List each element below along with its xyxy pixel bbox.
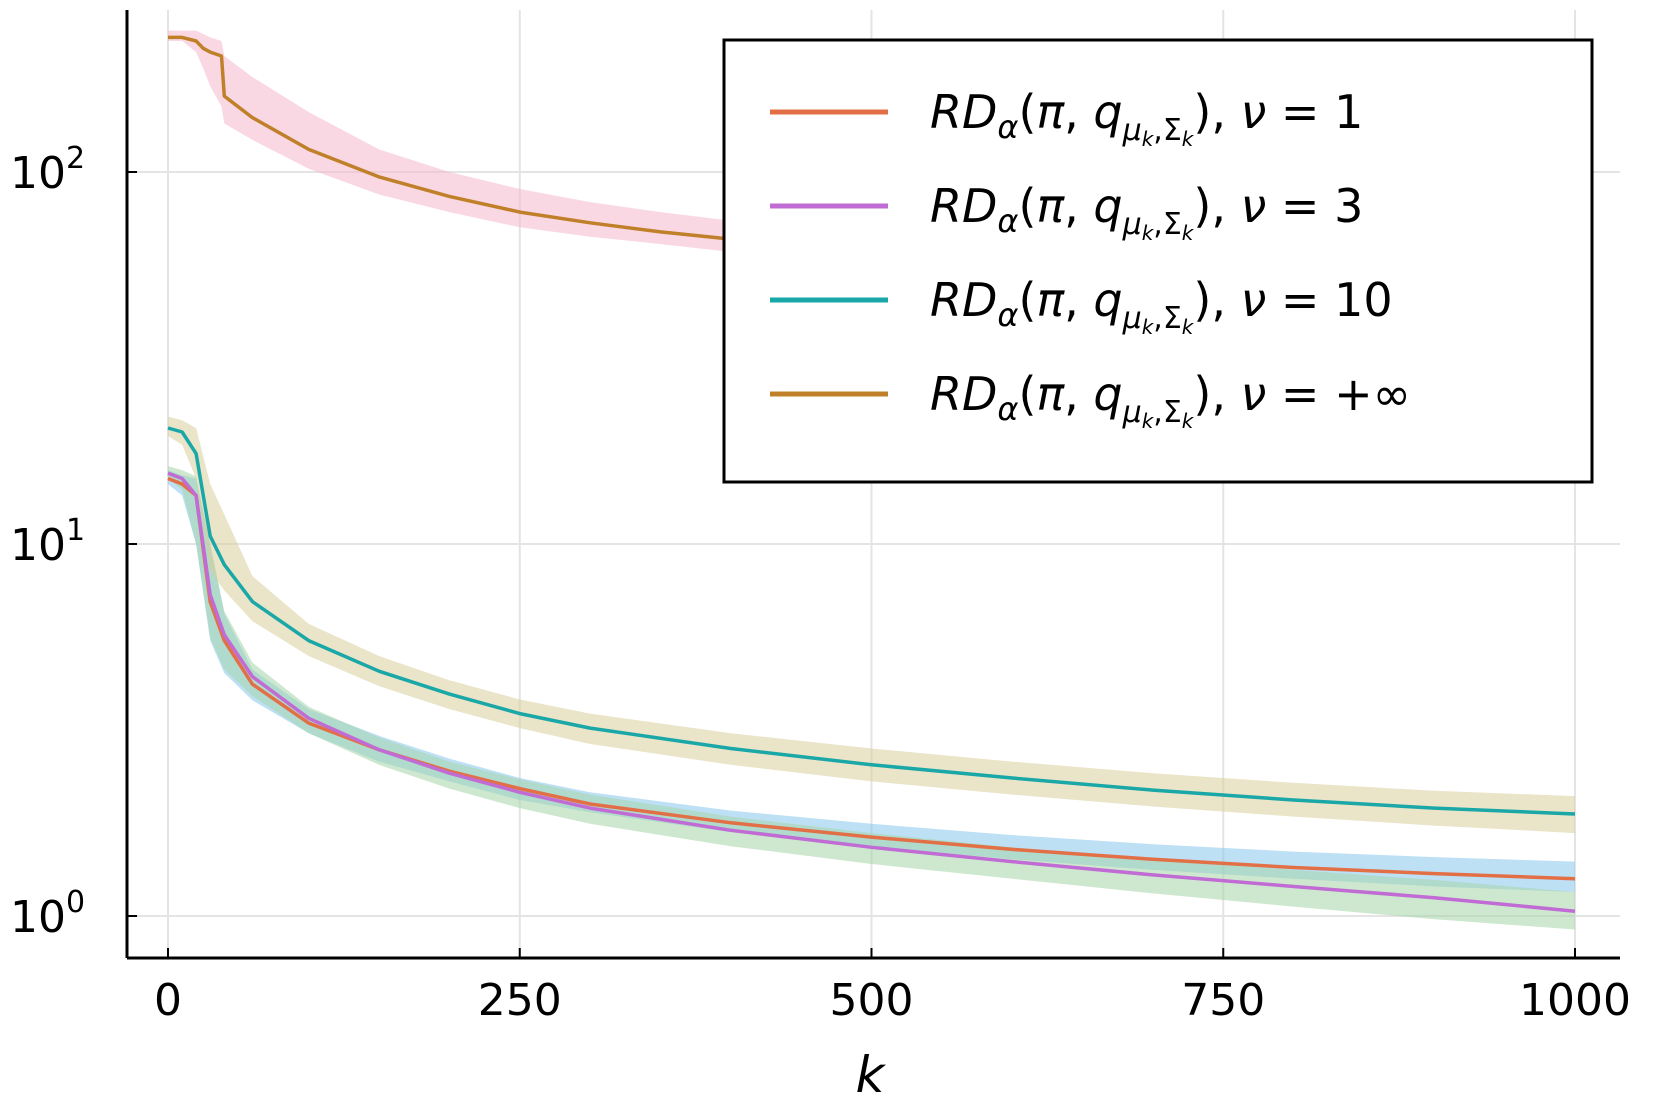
series-lines — [167, 35, 1576, 913]
tick-labels: 0 250 500 750 1000 100 101 102 — [10, 141, 1631, 1026]
x-tick-label-0: 0 — [154, 975, 182, 1026]
line-nu-3 — [167, 471, 1576, 913]
legend: RDα(π, qμk,Σk), ν = 1 RDα(π, qμk,Σk), ν =… — [722, 38, 1594, 484]
line-nu-+∞ — [168, 35, 872, 254]
legend-label-nu-3: RDα(π, qμk,Σk), ν = 3 — [930, 179, 1363, 245]
legend-label-nu-+∞: RDα(π, qμk,Σk), ν = +∞ — [930, 367, 1411, 433]
line-nu-10 — [167, 426, 1576, 816]
band-nu-10 — [168, 416, 1575, 834]
y-tick-label-1: 101 — [10, 513, 85, 571]
y-tick-label-2: 102 — [10, 141, 85, 199]
legend-label-nu-10: RDα(π, qμk,Σk), ν = 10 — [930, 273, 1393, 339]
axes — [125, 10, 1620, 960]
y-tick-label-0: 100 — [10, 885, 85, 943]
legend-label-nu-1: RDα(π, qμk,Σk), ν = 1 — [930, 85, 1363, 151]
x-tick-label-750: 750 — [1181, 975, 1265, 1026]
x-tick-label-500: 500 — [830, 975, 914, 1026]
x-tick-label-250: 250 — [478, 975, 562, 1026]
x-tick-label-1000: 1000 — [1519, 975, 1631, 1026]
x-axis-label: k — [856, 1046, 887, 1104]
